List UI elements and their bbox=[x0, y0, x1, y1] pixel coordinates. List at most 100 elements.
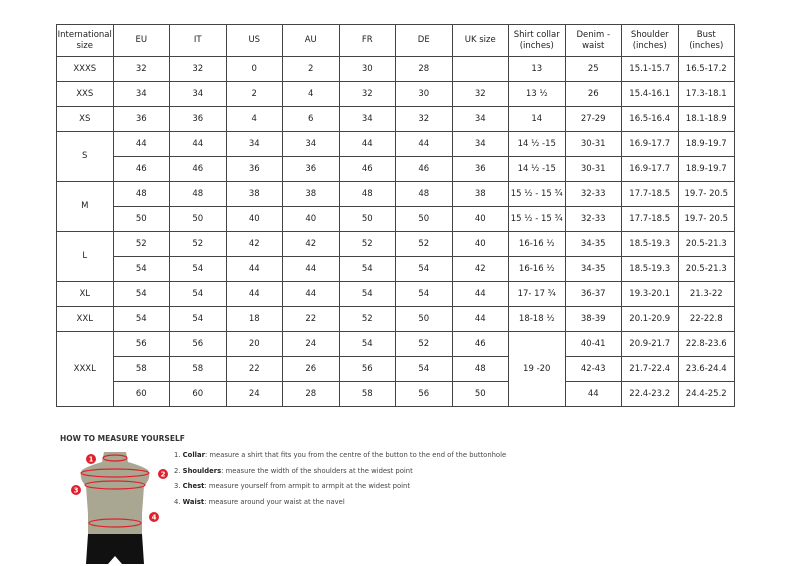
table-cell: 58 bbox=[338, 381, 396, 407]
table-cell: 34-35 bbox=[564, 256, 622, 282]
table-row: 54 54 44 44 54 54 42 16-16 ½ 34-35 18.5-19.3 20.5-… bbox=[57, 256, 735, 282]
table-cell: 28 bbox=[282, 381, 340, 407]
table-cell: 18.5-19.3 bbox=[621, 256, 679, 282]
column-header: US bbox=[225, 24, 283, 57]
table-cell: 60 bbox=[112, 381, 170, 407]
table-cell: 22-22.8 bbox=[677, 306, 735, 332]
table-cell: 52 bbox=[395, 331, 453, 357]
table-cell: 40 bbox=[282, 206, 340, 232]
table-cell: 16-16 ½ bbox=[508, 231, 566, 257]
table-cell: 58 bbox=[169, 356, 227, 382]
table-cell: 4 bbox=[282, 81, 340, 107]
table-cell: 27-29 bbox=[564, 106, 622, 132]
table-cell: 40 bbox=[225, 206, 283, 232]
column-header: International size bbox=[56, 24, 114, 57]
table-cell: 60 bbox=[169, 381, 227, 407]
table-cell: 16.5-16.4 bbox=[621, 106, 679, 132]
table-cell: 23.6-24.4 bbox=[677, 356, 735, 382]
table-cell: 32 bbox=[169, 56, 227, 82]
table-cell: 19.7- 20.5 bbox=[677, 206, 735, 232]
table-row: XL 54 54 44 44 54 54 44 17- 17 ¾ 36-37 19.3-20.1 21… bbox=[56, 281, 735, 307]
column-header: Shirt collar (inches) bbox=[508, 24, 566, 57]
table-cell: 38-39 bbox=[564, 306, 622, 332]
table-cell: 50 bbox=[451, 381, 509, 407]
table-cell: 36 bbox=[112, 106, 170, 132]
table-cell: 17.7-18.5 bbox=[621, 181, 679, 207]
table-cell: 56 bbox=[169, 331, 227, 357]
table-cell: 25 bbox=[564, 56, 622, 82]
size-cell: XXS bbox=[56, 81, 114, 107]
table-cell: 19.3-20.1 bbox=[621, 281, 679, 307]
table-row: XXL 54 54 18 22 52 50 44 18-18 ½ 38-39 20.1-20.9 22… bbox=[56, 306, 735, 332]
step-shoulders: 2. Shoulders: measure the width of the s… bbox=[174, 466, 413, 475]
measure-steps: 1. Collar: measure a shirt that fits you… bbox=[174, 451, 506, 513]
guide-title: HOW TO MEASURE YOURSELF bbox=[60, 434, 185, 443]
table-cell: 24.4-25.2 bbox=[677, 381, 735, 407]
table-cell: 44 bbox=[451, 306, 509, 332]
column-header: DE bbox=[395, 24, 453, 57]
table-cell: 20.9-21.7 bbox=[621, 331, 679, 357]
table-cell: 18.1-18.9 bbox=[677, 106, 735, 132]
table-cell: 46 bbox=[169, 156, 227, 182]
table-cell: 32-33 bbox=[564, 181, 622, 207]
table-cell: 17.3-18.1 bbox=[677, 81, 735, 107]
table-cell: 28 bbox=[395, 56, 453, 82]
table-cell: 36 bbox=[451, 156, 509, 182]
table-cell: 42-43 bbox=[564, 356, 622, 382]
table-cell: 6 bbox=[282, 106, 340, 132]
column-header: Shoulder (inches) bbox=[621, 24, 679, 57]
table-row: S 44 44 34 34 44 44 34 14 ½ -15 30-31 16.9-17.7 18.… bbox=[56, 131, 735, 182]
table-cell: 16-16 ½ bbox=[508, 256, 566, 282]
table-cell: 48 bbox=[169, 181, 227, 207]
size-cell: XXL bbox=[56, 306, 114, 332]
table-row: L 52 52 42 42 52 52 40 16-16 ½ 34-35 18.5-19.3 20.5… bbox=[56, 231, 735, 282]
table-cell: 54 bbox=[112, 256, 170, 282]
table-cell: 44 bbox=[564, 381, 622, 407]
table-cell: 13 ½ bbox=[508, 81, 566, 107]
table-cell: 26 bbox=[564, 81, 622, 107]
torso-measurement-illustration: 1 2 3 4 bbox=[71, 452, 168, 564]
table-cell: 42 bbox=[451, 256, 509, 282]
table-cell: 56 bbox=[395, 381, 453, 407]
table-row: XXS 34 34 2 4 32 30 32 13 ½ 26 15.4-16.1 17.3-18.1 bbox=[56, 81, 735, 107]
table-row: XXXL 56 56 20 24 54 52 46 19 -20 40-41 20.9-21.7 22… bbox=[56, 331, 735, 407]
table-row: 58 58 22 26 56 54 48 42-43 21.7-22.4 23.6-24.4 bbox=[57, 356, 735, 382]
table-cell: 54 bbox=[112, 281, 170, 307]
table-cell: 36 bbox=[169, 106, 227, 132]
marker-1: 1 bbox=[89, 456, 94, 464]
table-cell: 38 bbox=[282, 181, 340, 207]
table-cell: 46 bbox=[338, 156, 396, 182]
table-cell: 18.9-19.7 bbox=[677, 131, 735, 157]
table-cell: 24 bbox=[282, 331, 340, 357]
table-row: 50 50 40 40 50 50 40 15 ½ - 15 ¾ 32-33 17.7-18.5 1… bbox=[57, 206, 735, 232]
table-cell: 50 bbox=[395, 306, 453, 332]
table-cell: 52 bbox=[338, 231, 396, 257]
step-waist: 4. Waist: measure around your waist at t… bbox=[174, 497, 345, 506]
table-cell: 54 bbox=[395, 281, 453, 307]
size-chart-table: International size EU IT US AU FR DE UK size Shi… bbox=[56, 24, 735, 407]
table-cell: 40 bbox=[451, 206, 509, 232]
table-cell: 56 bbox=[338, 356, 396, 382]
marker-3: 3 bbox=[74, 487, 79, 495]
table-cell: 48 bbox=[395, 181, 453, 207]
table-cell: 44 bbox=[225, 256, 283, 282]
table-cell: 52 bbox=[395, 231, 453, 257]
table-cell: 22.4-23.2 bbox=[621, 381, 679, 407]
table-cell: 44 bbox=[169, 131, 227, 157]
table-cell: 48 bbox=[338, 181, 396, 207]
table-cell: 38 bbox=[451, 181, 509, 207]
table-cell: 30 bbox=[395, 81, 453, 107]
table-row: XXXS 32 32 0 2 30 28 13 25 15.1-15.7 16.5-17.2 bbox=[56, 56, 735, 82]
table-cell: 44 bbox=[282, 281, 340, 307]
size-cell: XL bbox=[56, 281, 114, 307]
table-cell: 34-35 bbox=[564, 231, 622, 257]
table-cell: 52 bbox=[338, 306, 396, 332]
table-cell: 32-33 bbox=[564, 206, 622, 232]
table-cell: 32 bbox=[395, 106, 453, 132]
table-cell: 40-41 bbox=[564, 331, 622, 357]
table-cell: 19 -20 bbox=[508, 331, 566, 407]
table-cell: 30 bbox=[338, 56, 396, 82]
table-cell: 50 bbox=[338, 206, 396, 232]
table-cell: 50 bbox=[395, 206, 453, 232]
table-cell: 54 bbox=[395, 256, 453, 282]
